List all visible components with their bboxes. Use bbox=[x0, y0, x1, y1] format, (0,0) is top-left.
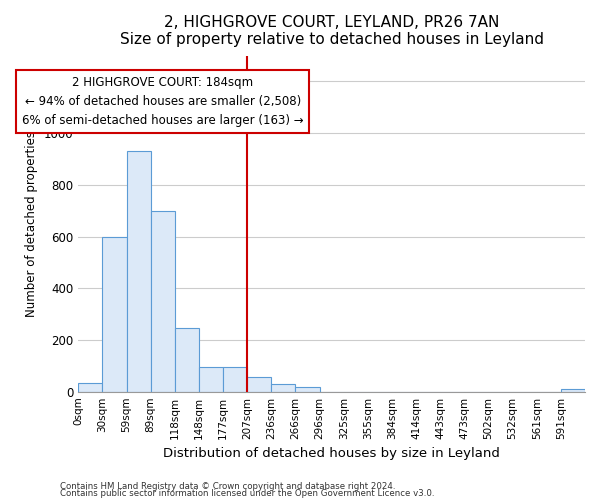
Y-axis label: Number of detached properties: Number of detached properties bbox=[25, 130, 38, 316]
Bar bbox=[103, 236, 127, 392]
Bar bbox=[127, 151, 151, 392]
Bar bbox=[247, 378, 271, 392]
Bar bbox=[271, 384, 295, 392]
Text: Contains HM Land Registry data © Crown copyright and database right 2024.: Contains HM Land Registry data © Crown c… bbox=[60, 482, 395, 491]
Title: 2, HIGHGROVE COURT, LEYLAND, PR26 7AN
Size of property relative to detached hous: 2, HIGHGROVE COURT, LEYLAND, PR26 7AN Si… bbox=[119, 15, 544, 48]
X-axis label: Distribution of detached houses by size in Leyland: Distribution of detached houses by size … bbox=[163, 447, 500, 460]
Bar bbox=[175, 328, 199, 392]
Text: Contains public sector information licensed under the Open Government Licence v3: Contains public sector information licen… bbox=[60, 490, 434, 498]
Bar bbox=[79, 382, 103, 392]
Bar bbox=[199, 367, 223, 392]
Bar bbox=[151, 210, 175, 392]
Bar bbox=[561, 388, 585, 392]
Bar bbox=[223, 367, 247, 392]
Bar bbox=[295, 387, 320, 392]
Text: 2 HIGHGROVE COURT: 184sqm
← 94% of detached houses are smaller (2,508)
6% of sem: 2 HIGHGROVE COURT: 184sqm ← 94% of detac… bbox=[22, 76, 304, 127]
